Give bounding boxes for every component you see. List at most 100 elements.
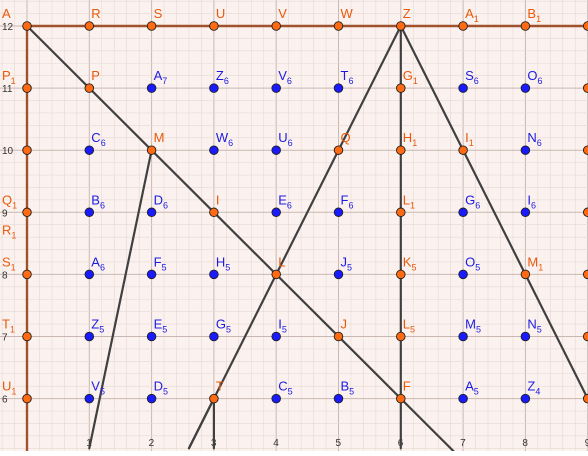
point-M1[interactable]: M1 — [520, 254, 543, 280]
point-L1[interactable]: L1 — [396, 192, 416, 218]
point-B6[interactable]: B6 — [84, 192, 105, 218]
point-dot[interactable] — [209, 207, 219, 218]
point-dot[interactable] — [146, 207, 157, 218]
point-F5[interactable]: F5 — [146, 254, 167, 280]
point-dot[interactable] — [22, 331, 32, 342]
point-dot[interactable] — [333, 393, 344, 404]
point-unnamed[interactable] — [582, 269, 588, 280]
point-G5[interactable]: G5 — [209, 317, 231, 342]
point-dot[interactable] — [84, 331, 95, 342]
point-dot[interactable] — [333, 145, 344, 155]
point-T6[interactable]: T6 — [333, 68, 353, 93]
point-O5[interactable]: O5 — [458, 254, 480, 280]
point-U1[interactable]: U1 — [2, 379, 32, 404]
point-K5[interactable]: K5 — [396, 254, 417, 280]
point-I6[interactable]: I6 — [520, 192, 536, 218]
point-dot[interactable] — [396, 21, 406, 31]
point-dot[interactable] — [146, 331, 157, 342]
point-F[interactable]: F — [396, 379, 411, 404]
point-Q[interactable]: Q — [333, 130, 351, 155]
point-dot[interactable] — [458, 207, 468, 218]
point-dot[interactable] — [458, 393, 468, 404]
point-dot[interactable] — [271, 331, 281, 342]
point-Z4[interactable]: Z4 — [520, 379, 540, 404]
point-dot[interactable] — [209, 331, 219, 342]
point-P1[interactable]: P1 — [2, 68, 32, 93]
point-dot[interactable] — [146, 21, 157, 31]
point-dot[interactable] — [84, 83, 95, 93]
point-dot[interactable] — [520, 21, 531, 31]
point-dot[interactable] — [520, 269, 531, 280]
point-dot[interactable] — [396, 83, 406, 93]
point-C5[interactable]: C5 — [271, 379, 293, 404]
point-C6[interactable]: C6 — [84, 130, 106, 155]
point-L[interactable]: L — [271, 254, 286, 280]
point-V6[interactable]: V6 — [271, 68, 292, 93]
point-dot[interactable] — [22, 145, 32, 155]
point-dot[interactable] — [146, 269, 157, 280]
point-dot[interactable] — [209, 145, 219, 155]
point-dot[interactable] — [396, 145, 406, 155]
point-N5[interactable]: N5 — [520, 317, 542, 342]
point-dot[interactable] — [271, 207, 281, 218]
point-G1[interactable]: G1 — [396, 68, 418, 93]
point-dot[interactable] — [582, 145, 588, 155]
point-dot[interactable] — [520, 207, 531, 218]
point-Z[interactable]: Z — [396, 6, 411, 31]
point-N6[interactable]: N6 — [520, 130, 542, 155]
point-W6[interactable]: W6 — [209, 130, 234, 155]
point-dot[interactable] — [84, 145, 95, 155]
point-D6[interactable]: D6 — [146, 192, 168, 218]
point-H1[interactable]: H1 — [396, 130, 418, 155]
point-D5[interactable]: D5 — [146, 379, 168, 404]
point-dot[interactable] — [271, 83, 281, 93]
point-dot[interactable] — [582, 83, 588, 93]
point-G6[interactable]: G6 — [458, 192, 480, 218]
point-I1[interactable]: I1 — [458, 130, 474, 155]
point-dot[interactable] — [209, 393, 219, 404]
point-dot[interactable] — [84, 393, 95, 404]
point-unnamed[interactable] — [582, 83, 588, 93]
point-M5[interactable]: M5 — [458, 317, 481, 342]
point-dot[interactable] — [146, 145, 157, 155]
segment[interactable] — [399, 397, 470, 456]
point-dot[interactable] — [582, 21, 588, 31]
point-dot[interactable] — [22, 83, 32, 93]
point-Z6[interactable]: Z6 — [209, 68, 229, 93]
point-dot[interactable] — [582, 331, 588, 342]
segment[interactable] — [399, 24, 588, 400]
point-dot[interactable] — [84, 21, 95, 31]
point-O6[interactable]: O6 — [520, 68, 543, 93]
point-dot[interactable] — [146, 393, 157, 404]
point-dot[interactable] — [396, 331, 406, 342]
point-L5[interactable]: L5 — [396, 317, 416, 342]
point-dot[interactable] — [458, 269, 468, 280]
point-I[interactable]: I — [209, 192, 220, 218]
point-dot[interactable] — [271, 269, 281, 280]
point-V[interactable]: V — [271, 6, 287, 31]
point-dot[interactable] — [84, 207, 95, 218]
point-dot[interactable] — [209, 21, 219, 31]
point-unnamed[interactable] — [582, 145, 588, 155]
point-dot[interactable] — [146, 83, 157, 93]
point-dot[interactable] — [209, 83, 219, 93]
point-dot[interactable] — [458, 83, 468, 93]
point-A1[interactable]: A1 — [458, 6, 479, 31]
point-dot[interactable] — [333, 207, 344, 218]
point-dot[interactable] — [22, 21, 32, 31]
point-S[interactable]: S — [146, 6, 163, 31]
point-dot[interactable] — [582, 393, 588, 404]
point-B5[interactable]: B5 — [333, 379, 354, 404]
point-unnamed[interactable] — [582, 207, 588, 218]
point-dot[interactable] — [396, 269, 406, 280]
point-R[interactable]: R — [84, 6, 101, 31]
point-dot[interactable] — [396, 207, 406, 218]
point-dot[interactable] — [22, 393, 32, 404]
point-dot[interactable] — [209, 269, 219, 280]
point-A7[interactable]: A7 — [146, 68, 167, 93]
point-unnamed[interactable] — [582, 331, 588, 342]
point-dot[interactable] — [582, 207, 588, 218]
point-dot[interactable] — [520, 331, 531, 342]
